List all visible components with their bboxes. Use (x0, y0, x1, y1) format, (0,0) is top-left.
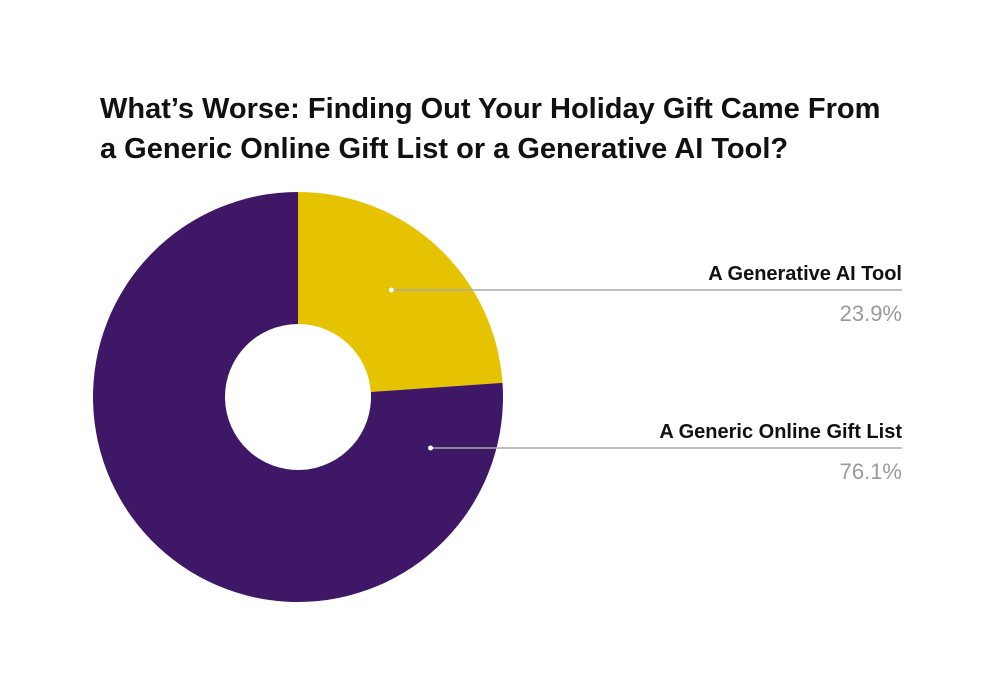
chart-title: a Generic Online Gift List or a Generati… (100, 133, 788, 165)
leader-dot (388, 287, 394, 293)
chart-title: What’s Worse: Finding Out Your Holiday G… (100, 93, 880, 125)
donut-slice (298, 192, 503, 392)
value-label: 76.1% (840, 459, 902, 484)
category-label: A Generative AI Tool (708, 263, 902, 285)
category-label: A Generic Online Gift List (659, 421, 902, 443)
leader-dot (428, 445, 434, 451)
value-label: 23.9% (840, 301, 902, 326)
donut-slice (93, 192, 503, 602)
